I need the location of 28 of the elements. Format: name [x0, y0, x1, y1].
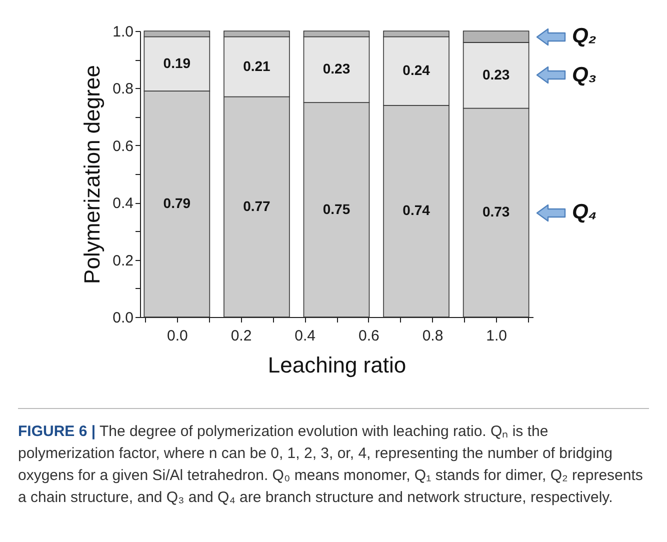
y-axis-title: Polymerization degree: [80, 65, 105, 284]
y-tick-label: 1.0: [112, 24, 134, 40]
data-label: 0.23: [482, 66, 510, 82]
data-label: 0.79: [163, 195, 191, 212]
y-tick-label: 0.8: [112, 80, 134, 98]
data-label: 0.77: [243, 198, 271, 214]
data-label: 0.75: [322, 200, 350, 217]
x-tick-label: 0.2: [230, 328, 252, 344]
data-label: 0.23: [322, 60, 350, 77]
text: Q₄: [572, 200, 597, 224]
data-label: 0.74: [402, 202, 430, 218]
x-axis-title: Leaching ratio: [268, 352, 406, 378]
caption: FIGURE 6 | The degree of polymerization evolution with leaching ratio. Qₙ is the polymerization factor, where n can be 0, 1, 2, 3, or, 4, representing the number of bridging oxygens for a given Si/Al tetrahedron. Q₀ means monomer, Q₁ stands for dimer, Q₂ represents a chain structure, and Q₃ and Q₄ are branch structure and network structure, respectively.: [18, 423, 643, 506]
y-tick-label: 0.0: [112, 310, 134, 326]
data-label: 0.73: [482, 204, 510, 220]
data-label: 0.21: [243, 58, 271, 74]
text: Q₂: [572, 24, 596, 48]
y-tick-label: 0.2: [112, 252, 134, 270]
x-tick-label: 0.8: [422, 328, 444, 344]
text: Q₃: [572, 63, 596, 86]
x-tick-label: 0.6: [358, 328, 380, 344]
x-tick-label: 0.4: [294, 328, 316, 344]
y-tick-label: 0.4: [112, 195, 134, 212]
data-label: 0.24: [402, 62, 430, 78]
x-tick-label: 0.0: [166, 328, 188, 344]
x-tick-label: 1.0: [486, 328, 508, 344]
data-label: 0.19: [163, 54, 191, 71]
y-tick-label: 0.6: [112, 138, 134, 155]
